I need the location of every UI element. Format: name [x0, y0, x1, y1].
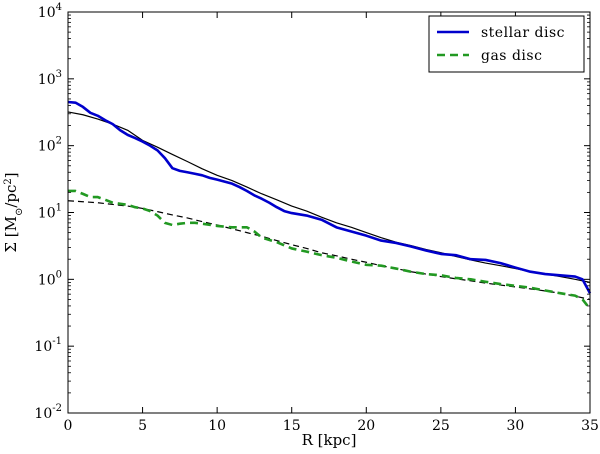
y-tick-label: 10-1	[34, 336, 62, 355]
series-line-stellar-disc-fit	[67, 111, 591, 283]
series-line-stellar-disc	[67, 100, 592, 294]
y-tick-label: 103	[38, 69, 62, 88]
x-tick-label: 30	[507, 418, 525, 434]
x-tick-label: 20	[357, 418, 375, 434]
x-tick-label: 35	[581, 418, 599, 434]
legend-stellar-label: stellar disc	[481, 25, 565, 41]
x-axis-title: R [kpc]	[302, 431, 357, 449]
y-tick-label: 10-2	[34, 403, 62, 422]
x-tick-label: 15	[283, 418, 301, 434]
series-line-gas-disc-fit	[67, 200, 591, 301]
x-tick-label: 5	[138, 418, 147, 434]
legend-box	[428, 15, 585, 73]
legend-gas-label: gas disc	[481, 48, 542, 64]
y-tick-label: 100	[38, 269, 62, 288]
y-tick-label: 101	[38, 203, 62, 222]
x-tick-label: 0	[64, 418, 73, 434]
tick-labels: 0 5 10 15 20 25 30 35 10-2 10-1 100 101 102 103 104	[34, 2, 598, 434]
x-tick-label: 10	[208, 418, 226, 434]
series-line-gas-disc	[68, 189, 592, 310]
y-tick-label: 102	[38, 136, 62, 155]
y-axis-title: Σ [M⊙/pc2]	[2, 172, 25, 252]
y-tick-label: 104	[38, 2, 62, 21]
x-tick-label: 25	[432, 418, 450, 434]
series-layer	[67, 100, 592, 310]
legend: stellar disc gas disc	[428, 15, 585, 73]
ticks-layer	[67, 11, 591, 414]
